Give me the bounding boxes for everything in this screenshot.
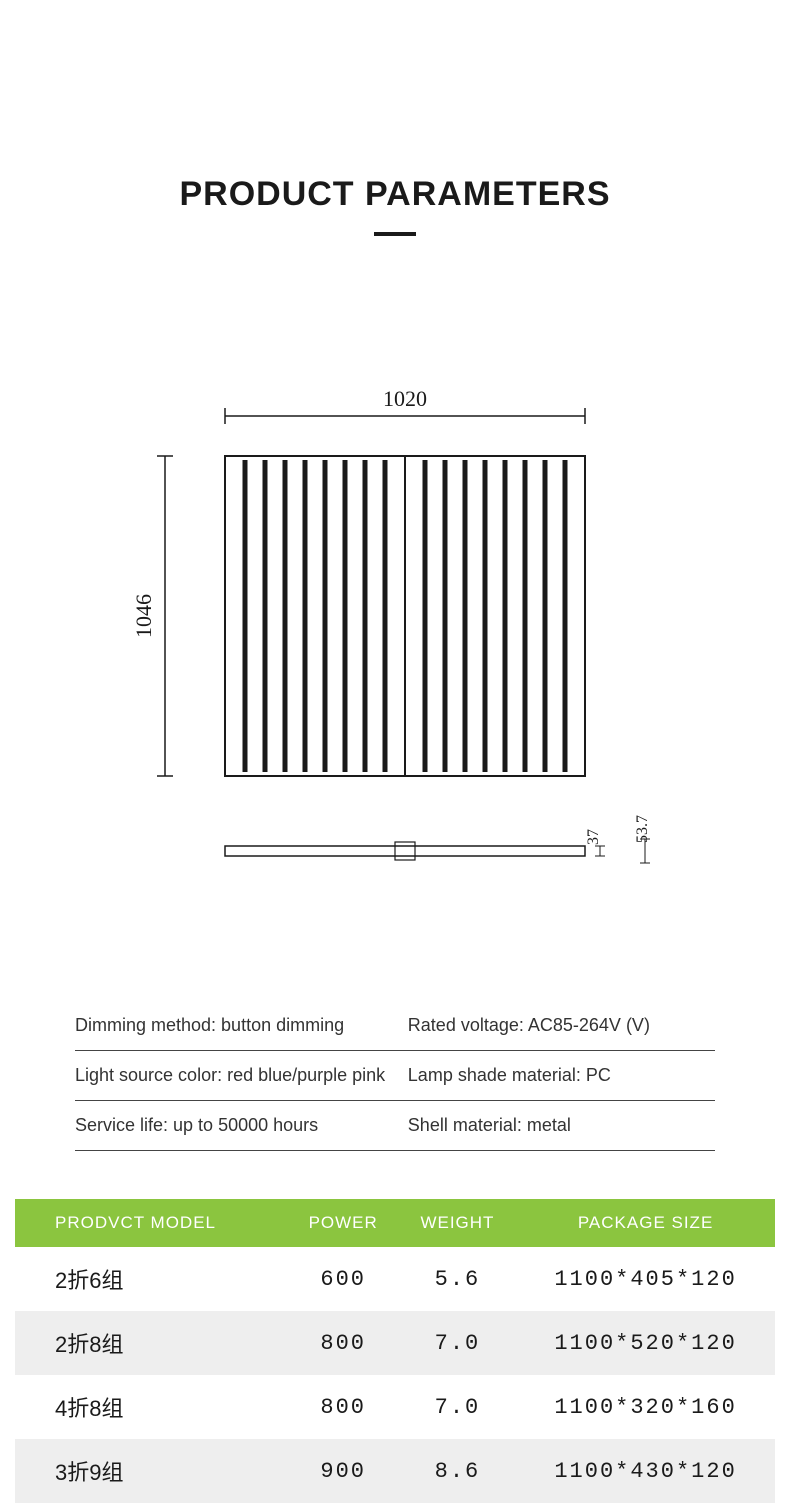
cell-power: 800: [288, 1311, 399, 1375]
spec-row: Service life: up to 50000 hours Shell ma…: [75, 1101, 715, 1151]
cell-model: 2折6组: [15, 1247, 288, 1311]
spec-text: Shell material: metal: [408, 1115, 715, 1136]
table-row: 2折8组 800 7.0 1100*520*120: [15, 1311, 775, 1375]
col-header-model: PRODVCT MODEL: [15, 1199, 288, 1247]
cell-weight: 8.6: [399, 1439, 516, 1503]
spec-text: Lamp shade material: PC: [408, 1065, 715, 1086]
spec-text: Service life: up to 50000 hours: [75, 1115, 408, 1136]
svg-text:37: 37: [585, 829, 602, 845]
cell-model: 2折8组: [15, 1311, 288, 1375]
cell-weight: 7.0: [399, 1375, 516, 1439]
spec-text: Rated voltage: AC85-264V (V): [408, 1015, 715, 1036]
parameter-table: PRODVCT MODEL POWER WEIGHT PACKAGE SIZE …: [15, 1199, 775, 1503]
table-row: 3折9组 900 8.6 1100*430*120: [15, 1439, 775, 1503]
spec-row: Light source color: red blue/purple pink…: [75, 1051, 715, 1101]
cell-power: 900: [288, 1439, 399, 1503]
svg-text:1046: 1046: [131, 594, 156, 638]
spec-row: Dimming method: button dimming Rated vol…: [75, 1001, 715, 1051]
cell-package: 1100*430*120: [516, 1439, 775, 1503]
cell-package: 1100*520*120: [516, 1311, 775, 1375]
cell-weight: 7.0: [399, 1311, 516, 1375]
table-row: 2折6组 600 5.6 1100*405*120: [15, 1247, 775, 1311]
cell-weight: 5.6: [399, 1247, 516, 1311]
spec-text: Dimming method: button dimming: [75, 1015, 408, 1036]
col-header-weight: WEIGHT: [399, 1199, 516, 1247]
cell-package: 1100*405*120: [516, 1247, 775, 1311]
cell-model: 4折8组: [15, 1375, 288, 1439]
col-header-power: POWER: [288, 1199, 399, 1247]
spec-list: Dimming method: button dimming Rated vol…: [75, 1001, 715, 1151]
svg-text:1020: 1020: [383, 386, 427, 411]
col-header-package: PACKAGE SIZE: [516, 1199, 775, 1247]
product-diagram: 1020 1046 37 53.7: [85, 376, 705, 921]
cell-power: 600: [288, 1247, 399, 1311]
page-title: PRODUCT PARAMETERS: [0, 0, 790, 232]
cell-model: 3折9组: [15, 1439, 288, 1503]
table-row: 4折8组 800 7.0 1100*320*160: [15, 1375, 775, 1439]
title-underline: [374, 232, 416, 236]
svg-text:53.7: 53.7: [634, 815, 651, 843]
spec-text: Light source color: red blue/purple pink: [75, 1065, 408, 1086]
diagram-svg: 1020 1046 37 53.7: [85, 376, 705, 916]
table-header: PRODVCT MODEL POWER WEIGHT PACKAGE SIZE: [15, 1199, 775, 1247]
cell-power: 800: [288, 1375, 399, 1439]
cell-package: 1100*320*160: [516, 1375, 775, 1439]
